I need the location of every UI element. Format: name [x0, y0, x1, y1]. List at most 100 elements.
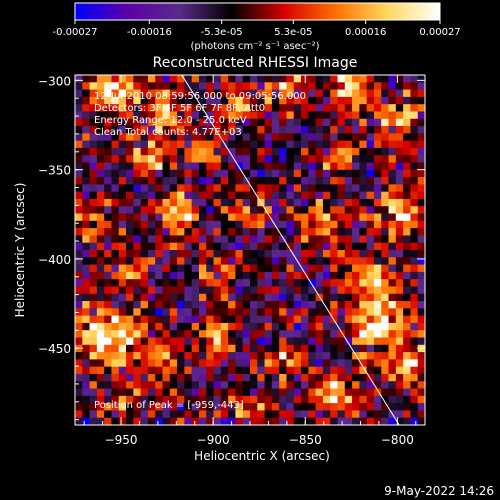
- heatmap-cell: [286, 344, 295, 353]
- heatmap-cell: [89, 373, 98, 382]
- heatmap-cell: [235, 315, 244, 324]
- heatmap-cell: [162, 147, 171, 156]
- heatmap-cell: [118, 286, 127, 295]
- heatmap-cell: [373, 198, 382, 207]
- heatmap-cell: [89, 403, 98, 411]
- heatmap-cell: [373, 301, 382, 309]
- heatmap-cell: [96, 271, 105, 280]
- heatmap-cell: [330, 235, 338, 244]
- heatmap-cell: [403, 395, 411, 404]
- heatmap-cell: [322, 271, 331, 280]
- heatmap-cell: [89, 330, 98, 338]
- heatmap-cell: [220, 242, 229, 251]
- heatmap-cell: [147, 89, 156, 98]
- heatmap-cell: [89, 206, 98, 214]
- heatmap-cell: [359, 308, 368, 317]
- heatmap-cell: [75, 177, 83, 185]
- heatmap-cell: [322, 337, 331, 346]
- heatmap-cell: [82, 373, 90, 382]
- heatmap-cell: [111, 242, 120, 251]
- heatmap-cell: [155, 250, 163, 258]
- heatmap-cell: [264, 271, 273, 280]
- heatmap-cell: [279, 366, 287, 375]
- heatmap-cell: [177, 162, 185, 171]
- heatmap-cell: [140, 75, 149, 83]
- heatmap-cell: [330, 373, 338, 382]
- heatmap-cell: [250, 366, 258, 375]
- heatmap-cell: [242, 301, 251, 309]
- heatmap-cell: [417, 257, 425, 265]
- heatmap-cell: [198, 308, 207, 317]
- heatmap-cell: [228, 322, 236, 331]
- heatmap-cell: [155, 213, 163, 222]
- heatmap-cell: [366, 126, 375, 134]
- heatmap-cell: [403, 147, 411, 156]
- heatmap-cell: [322, 118, 331, 127]
- heatmap-cell: [271, 169, 280, 178]
- heatmap-cell: [242, 373, 251, 382]
- heatmap-cell: [315, 359, 324, 368]
- heatmap-cell: [388, 235, 397, 244]
- heatmap-cell: [162, 82, 171, 90]
- heatmap-cell: [395, 82, 404, 90]
- heatmap-cell: [301, 403, 309, 411]
- heatmap-cell: [417, 395, 425, 404]
- heatmap-cell: [82, 264, 90, 273]
- heatmap-cell: [344, 118, 353, 127]
- heatmap-cell: [162, 250, 171, 258]
- heatmap-cell: [198, 184, 207, 193]
- heatmap-cell: [235, 147, 244, 156]
- heatmap-cell: [169, 133, 178, 142]
- heatmap-cell: [111, 315, 120, 324]
- heatmap-cell: [169, 104, 178, 112]
- heatmap-cell: [417, 293, 425, 302]
- heatmap-cell: [155, 111, 163, 120]
- heatmap-cell: [147, 308, 156, 317]
- heatmap-cell: [104, 96, 112, 105]
- heatmap-cell: [322, 147, 331, 156]
- heatmap-cell: [417, 322, 425, 331]
- heatmap-cell: [242, 133, 251, 142]
- heatmap-cell: [235, 322, 244, 331]
- heatmap-cell: [308, 118, 317, 127]
- heatmap-cell: [162, 140, 171, 149]
- heatmap-cell: [257, 366, 265, 375]
- heatmap-cell: [330, 330, 338, 338]
- heatmap-cell: [403, 89, 411, 98]
- heatmap-cell: [242, 395, 251, 404]
- heatmap-cell: [213, 96, 222, 105]
- heatmap-cell: [235, 198, 244, 207]
- heatmap-cell: [322, 366, 331, 375]
- heatmap-cell: [184, 308, 193, 317]
- heatmap-cell: [155, 184, 163, 193]
- heatmap-cell: [169, 344, 178, 353]
- heatmap-cell: [337, 147, 346, 156]
- heatmap-cell: [198, 257, 207, 265]
- heatmap-cell: [330, 279, 338, 287]
- heatmap-cell: [352, 359, 360, 368]
- heatmap-cell: [198, 169, 207, 178]
- heatmap-cell: [213, 169, 222, 178]
- heatmap-cell: [191, 279, 200, 287]
- heatmap-cell: [286, 162, 295, 171]
- heatmap-cell: [344, 271, 353, 280]
- heatmap-cell: [213, 366, 222, 375]
- heatmap-cell: [118, 322, 127, 331]
- heatmap-cell: [162, 206, 171, 214]
- heatmap-cell: [191, 235, 200, 244]
- heatmap-cell: [410, 155, 419, 163]
- heatmap-cell: [177, 242, 185, 251]
- heatmap-cell: [330, 191, 338, 200]
- heatmap-cell: [206, 75, 214, 83]
- heatmap-cell: [315, 96, 324, 105]
- heatmap-cell: [250, 257, 258, 265]
- heatmap-cell: [250, 89, 258, 98]
- heatmap-cell: [337, 111, 346, 120]
- heatmap-cell: [147, 352, 156, 360]
- heatmap-cell: [111, 359, 120, 368]
- heatmap-cell: [111, 191, 120, 200]
- heatmap-cell: [410, 352, 419, 360]
- heatmap-cell: [147, 191, 156, 200]
- colorbar-tick-label: -0.00016: [127, 27, 172, 38]
- heatmap-cell: [337, 177, 346, 185]
